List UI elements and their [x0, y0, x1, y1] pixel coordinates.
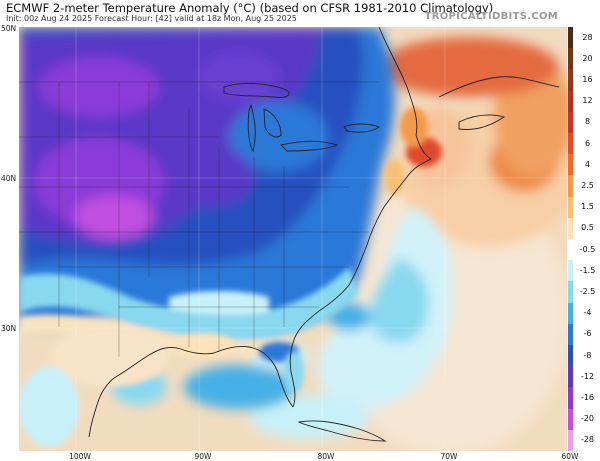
legend-label: -1.5 [579, 265, 596, 275]
legend-level: 4 [568, 154, 600, 176]
legend-label: -16 [580, 392, 595, 402]
legend-swatch [568, 387, 573, 409]
state-borders [19, 81, 379, 357]
legend-level: -16 [568, 387, 600, 409]
lon-label-100w: 100W [69, 452, 91, 461]
lon-label-90w: 90W [194, 452, 212, 461]
legend-level: -1.5 [568, 260, 600, 282]
legend-level: 2.5 [568, 175, 600, 197]
legend-level: -28 [568, 429, 600, 451]
legend-swatch [568, 154, 573, 176]
legend-swatch [568, 48, 573, 70]
legend-level: 20 [568, 48, 600, 70]
legend-level: 6 [568, 133, 600, 155]
legend-swatch [568, 281, 573, 303]
legend-swatch [568, 90, 573, 112]
lat-label-50n: 50N [1, 24, 17, 33]
legend-level: 28 [568, 27, 600, 49]
legend-label: -4 [583, 308, 592, 318]
legend-label: 8 [584, 117, 591, 127]
legend-swatch [568, 345, 573, 367]
legend-swatch [568, 408, 573, 430]
legend-label: 16 [582, 74, 593, 84]
brand-watermark: TROPICALTIDBITS.COM [424, 11, 558, 22]
legend-level: -6 [568, 323, 600, 345]
legend-level: 0.5 [568, 217, 600, 239]
legend-swatch [568, 69, 573, 91]
temperature-anomaly-map [19, 27, 567, 451]
legend-label: -2.5 [579, 286, 596, 296]
legend-swatch [568, 217, 573, 239]
anomaly-field [19, 27, 567, 451]
lat-lon-grid [19, 27, 567, 451]
legend-level: -4 [568, 302, 600, 324]
legend-label: 1.5 [581, 202, 594, 212]
legend-label: 2.5 [581, 180, 594, 190]
legend-swatch [568, 366, 573, 388]
legend-swatch [568, 133, 573, 155]
map-title: ECMWF 2-meter Temperature Anomaly (°C) (… [6, 1, 494, 15]
chart-header: ECMWF 2-meter Temperature Anomaly (°C) (… [0, 0, 600, 27]
lat-label-40n: 40N [1, 174, 17, 183]
legend-label: -6 [583, 329, 592, 339]
lon-label-60w: 60W [561, 452, 579, 461]
legend-level: -8 [568, 345, 600, 367]
colorbar-legend: 28 20 16 12 8 6 4 2.5 1.5 0.5 -0.5 -1.5 -2.5 -4 -6 -8 -1… [568, 27, 600, 451]
legend-label: 4 [584, 159, 591, 169]
legend-swatch [568, 302, 573, 324]
lat-label-30n: 30N [1, 324, 17, 333]
legend-level: -0.5 [568, 239, 600, 261]
legend-swatch [568, 27, 573, 49]
legend-label: 0.5 [581, 223, 594, 233]
legend-swatch [568, 429, 573, 451]
legend-label: -0.5 [579, 244, 596, 254]
legend-level: -20 [568, 408, 600, 430]
lon-label-70w: 70W [440, 452, 458, 461]
legend-level: 12 [568, 90, 600, 112]
legend-swatch [568, 175, 573, 197]
legend-label: -8 [583, 350, 592, 360]
legend-swatch [568, 196, 573, 218]
legend-level: 1.5 [568, 196, 600, 218]
southern-warm-patches [19, 327, 304, 447]
legend-level: -2.5 [568, 281, 600, 303]
legend-swatch [568, 260, 573, 282]
legend-swatch [568, 239, 573, 261]
legend-label: -20 [580, 414, 595, 424]
coastlines [88, 27, 560, 442]
legend-label: -12 [580, 371, 595, 381]
legend-level: -12 [568, 366, 600, 388]
legend-swatch [568, 323, 573, 345]
lon-label-80w: 80W [317, 452, 335, 461]
legend-label: 20 [582, 53, 593, 63]
map-subtitle: Init: 00z Aug 24 2025 Forecast Hour: [42… [6, 14, 297, 23]
legend-label: 12 [582, 96, 593, 106]
legend-level: 8 [568, 111, 600, 133]
legend-label: -28 [580, 435, 595, 445]
legend-level: 16 [568, 69, 600, 91]
legend-label: 6 [584, 138, 591, 148]
legend-label: 28 [582, 32, 593, 42]
legend-swatch [568, 111, 573, 133]
